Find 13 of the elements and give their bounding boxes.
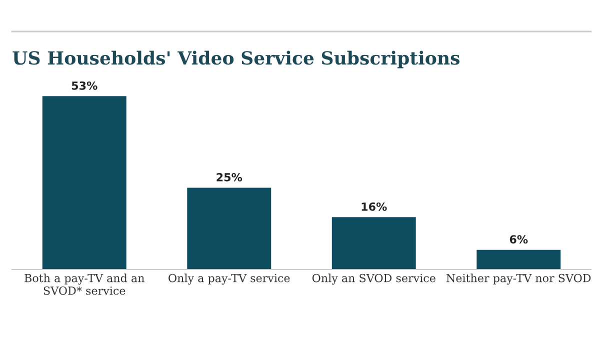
data-label: 6% — [510, 235, 528, 244]
data-label: 16% — [362, 202, 387, 211]
x-tick-label: Only an SVOD service — [312, 274, 436, 285]
x-tick-label: Neither pay-TV nor SVOD — [446, 274, 591, 285]
bar — [42, 96, 126, 270]
bar — [476, 250, 561, 270]
x-tick-label: Both a pay-TV and an SVOD* service — [24, 274, 144, 295]
chart-title: US Households' Video Service Subscriptions — [12, 50, 460, 68]
data-label: 25% — [216, 173, 242, 182]
bar — [332, 217, 416, 270]
x-tick-label: Only a pay-TV service — [168, 274, 290, 285]
bar — [187, 188, 272, 270]
data-label: 53% — [72, 81, 98, 90]
